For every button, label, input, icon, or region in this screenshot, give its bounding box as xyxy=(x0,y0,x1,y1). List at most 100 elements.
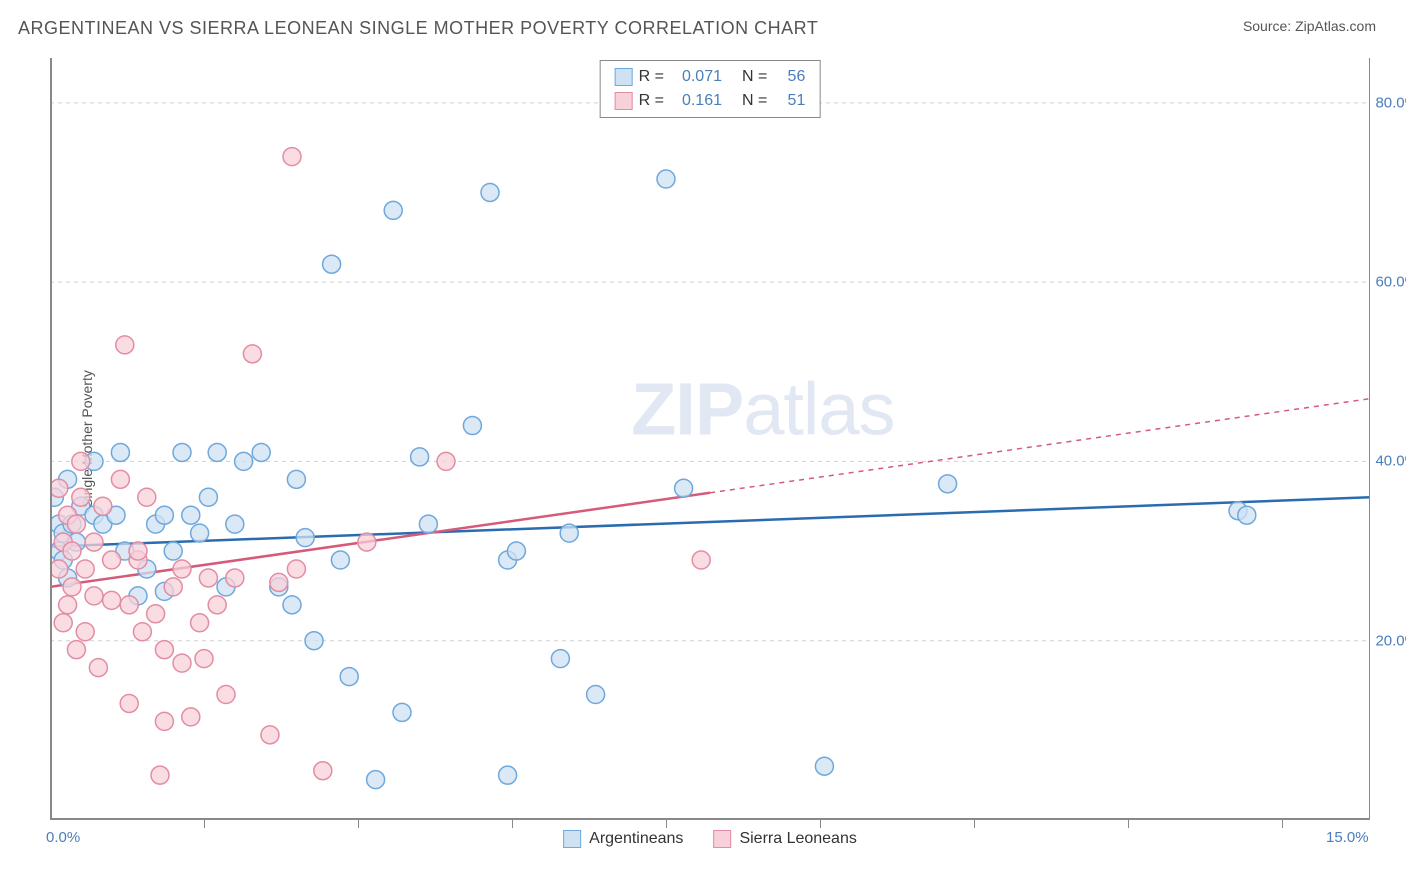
x-tick-label: 15.0% xyxy=(1326,829,1369,846)
data-point xyxy=(1238,506,1256,524)
data-point xyxy=(59,596,77,614)
y-tick-label: 40.0% xyxy=(1375,453,1406,470)
data-point xyxy=(283,148,301,166)
data-point xyxy=(111,443,129,461)
data-point xyxy=(147,605,165,623)
data-point xyxy=(481,183,499,201)
data-point xyxy=(63,542,81,560)
data-point xyxy=(331,551,349,569)
y-axis-right-line xyxy=(1369,58,1370,820)
data-point xyxy=(76,623,94,641)
x-axis-line xyxy=(50,818,1370,820)
legend-r-value: 0.161 xyxy=(674,89,722,113)
data-point xyxy=(164,542,182,560)
data-point xyxy=(270,573,288,591)
x-tick-mark xyxy=(1282,820,1283,828)
data-point xyxy=(67,641,85,659)
data-point xyxy=(173,654,191,672)
data-point xyxy=(120,596,138,614)
data-point xyxy=(164,578,182,596)
x-tick-mark xyxy=(1128,820,1129,828)
data-point xyxy=(67,515,85,533)
data-point xyxy=(155,712,173,730)
data-point xyxy=(252,443,270,461)
data-point xyxy=(72,488,90,506)
data-point xyxy=(133,623,151,641)
data-point xyxy=(120,694,138,712)
data-point xyxy=(94,497,112,515)
data-point xyxy=(76,560,94,578)
legend-n-value: 56 xyxy=(777,65,805,89)
data-point xyxy=(393,703,411,721)
y-tick-label: 20.0% xyxy=(1375,632,1406,649)
data-point xyxy=(463,417,481,435)
data-point xyxy=(208,443,226,461)
data-point xyxy=(173,443,191,461)
data-point xyxy=(411,448,429,466)
data-point xyxy=(103,551,121,569)
data-point xyxy=(50,560,68,578)
legend-n-label: N = xyxy=(742,89,767,113)
data-point xyxy=(199,488,217,506)
data-point xyxy=(191,524,209,542)
data-point xyxy=(314,762,332,780)
series-legend: Argentineans Sierra Leoneans xyxy=(563,830,857,848)
data-point xyxy=(235,452,253,470)
x-tick-mark xyxy=(820,820,821,828)
legend-label: Sierra Leoneans xyxy=(739,830,856,848)
legend-r-label: R = xyxy=(639,89,664,113)
data-point xyxy=(111,470,129,488)
data-point xyxy=(358,533,376,551)
data-point xyxy=(151,766,169,784)
data-point xyxy=(507,542,525,560)
data-point xyxy=(85,587,103,605)
data-point xyxy=(50,479,68,497)
data-point xyxy=(103,591,121,609)
data-point xyxy=(182,708,200,726)
data-point xyxy=(261,726,279,744)
data-point xyxy=(815,757,833,775)
data-point xyxy=(63,578,81,596)
legend-row: R = 0.161 N = 51 xyxy=(615,89,806,113)
data-point xyxy=(155,506,173,524)
data-point xyxy=(367,771,385,789)
legend-swatch xyxy=(563,830,581,848)
data-point xyxy=(226,515,244,533)
x-tick-mark xyxy=(204,820,205,828)
data-point xyxy=(138,488,156,506)
data-point xyxy=(437,452,455,470)
legend-n-value: 51 xyxy=(777,89,805,113)
data-point xyxy=(692,551,710,569)
data-point xyxy=(283,596,301,614)
data-point xyxy=(551,650,569,668)
x-tick-mark xyxy=(358,820,359,828)
data-point xyxy=(182,506,200,524)
data-point xyxy=(305,632,323,650)
data-point xyxy=(587,685,605,703)
data-point xyxy=(296,529,314,547)
scatter-plot xyxy=(50,58,1370,820)
chart-title: ARGENTINEAN VS SIERRA LEONEAN SINGLE MOT… xyxy=(18,18,818,39)
data-point xyxy=(173,560,191,578)
data-point xyxy=(226,569,244,587)
data-point xyxy=(384,201,402,219)
legend-r-value: 0.071 xyxy=(674,65,722,89)
data-point xyxy=(939,475,957,493)
legend-label: Argentineans xyxy=(589,830,683,848)
data-point xyxy=(89,659,107,677)
legend-swatch xyxy=(615,68,633,86)
data-point xyxy=(217,685,235,703)
data-point xyxy=(287,470,305,488)
chart-area: Single Mother Poverty 20.0%40.0%60.0%80.… xyxy=(50,58,1370,820)
data-point xyxy=(85,533,103,551)
legend-n-label: N = xyxy=(742,65,767,89)
legend-swatch xyxy=(615,92,633,110)
data-point xyxy=(129,542,147,560)
x-tick-mark xyxy=(666,820,667,828)
data-point xyxy=(675,479,693,497)
data-point xyxy=(199,569,217,587)
data-point xyxy=(287,560,305,578)
source-label: Source: ZipAtlas.com xyxy=(1243,18,1376,34)
data-point xyxy=(340,668,358,686)
x-tick-mark xyxy=(974,820,975,828)
